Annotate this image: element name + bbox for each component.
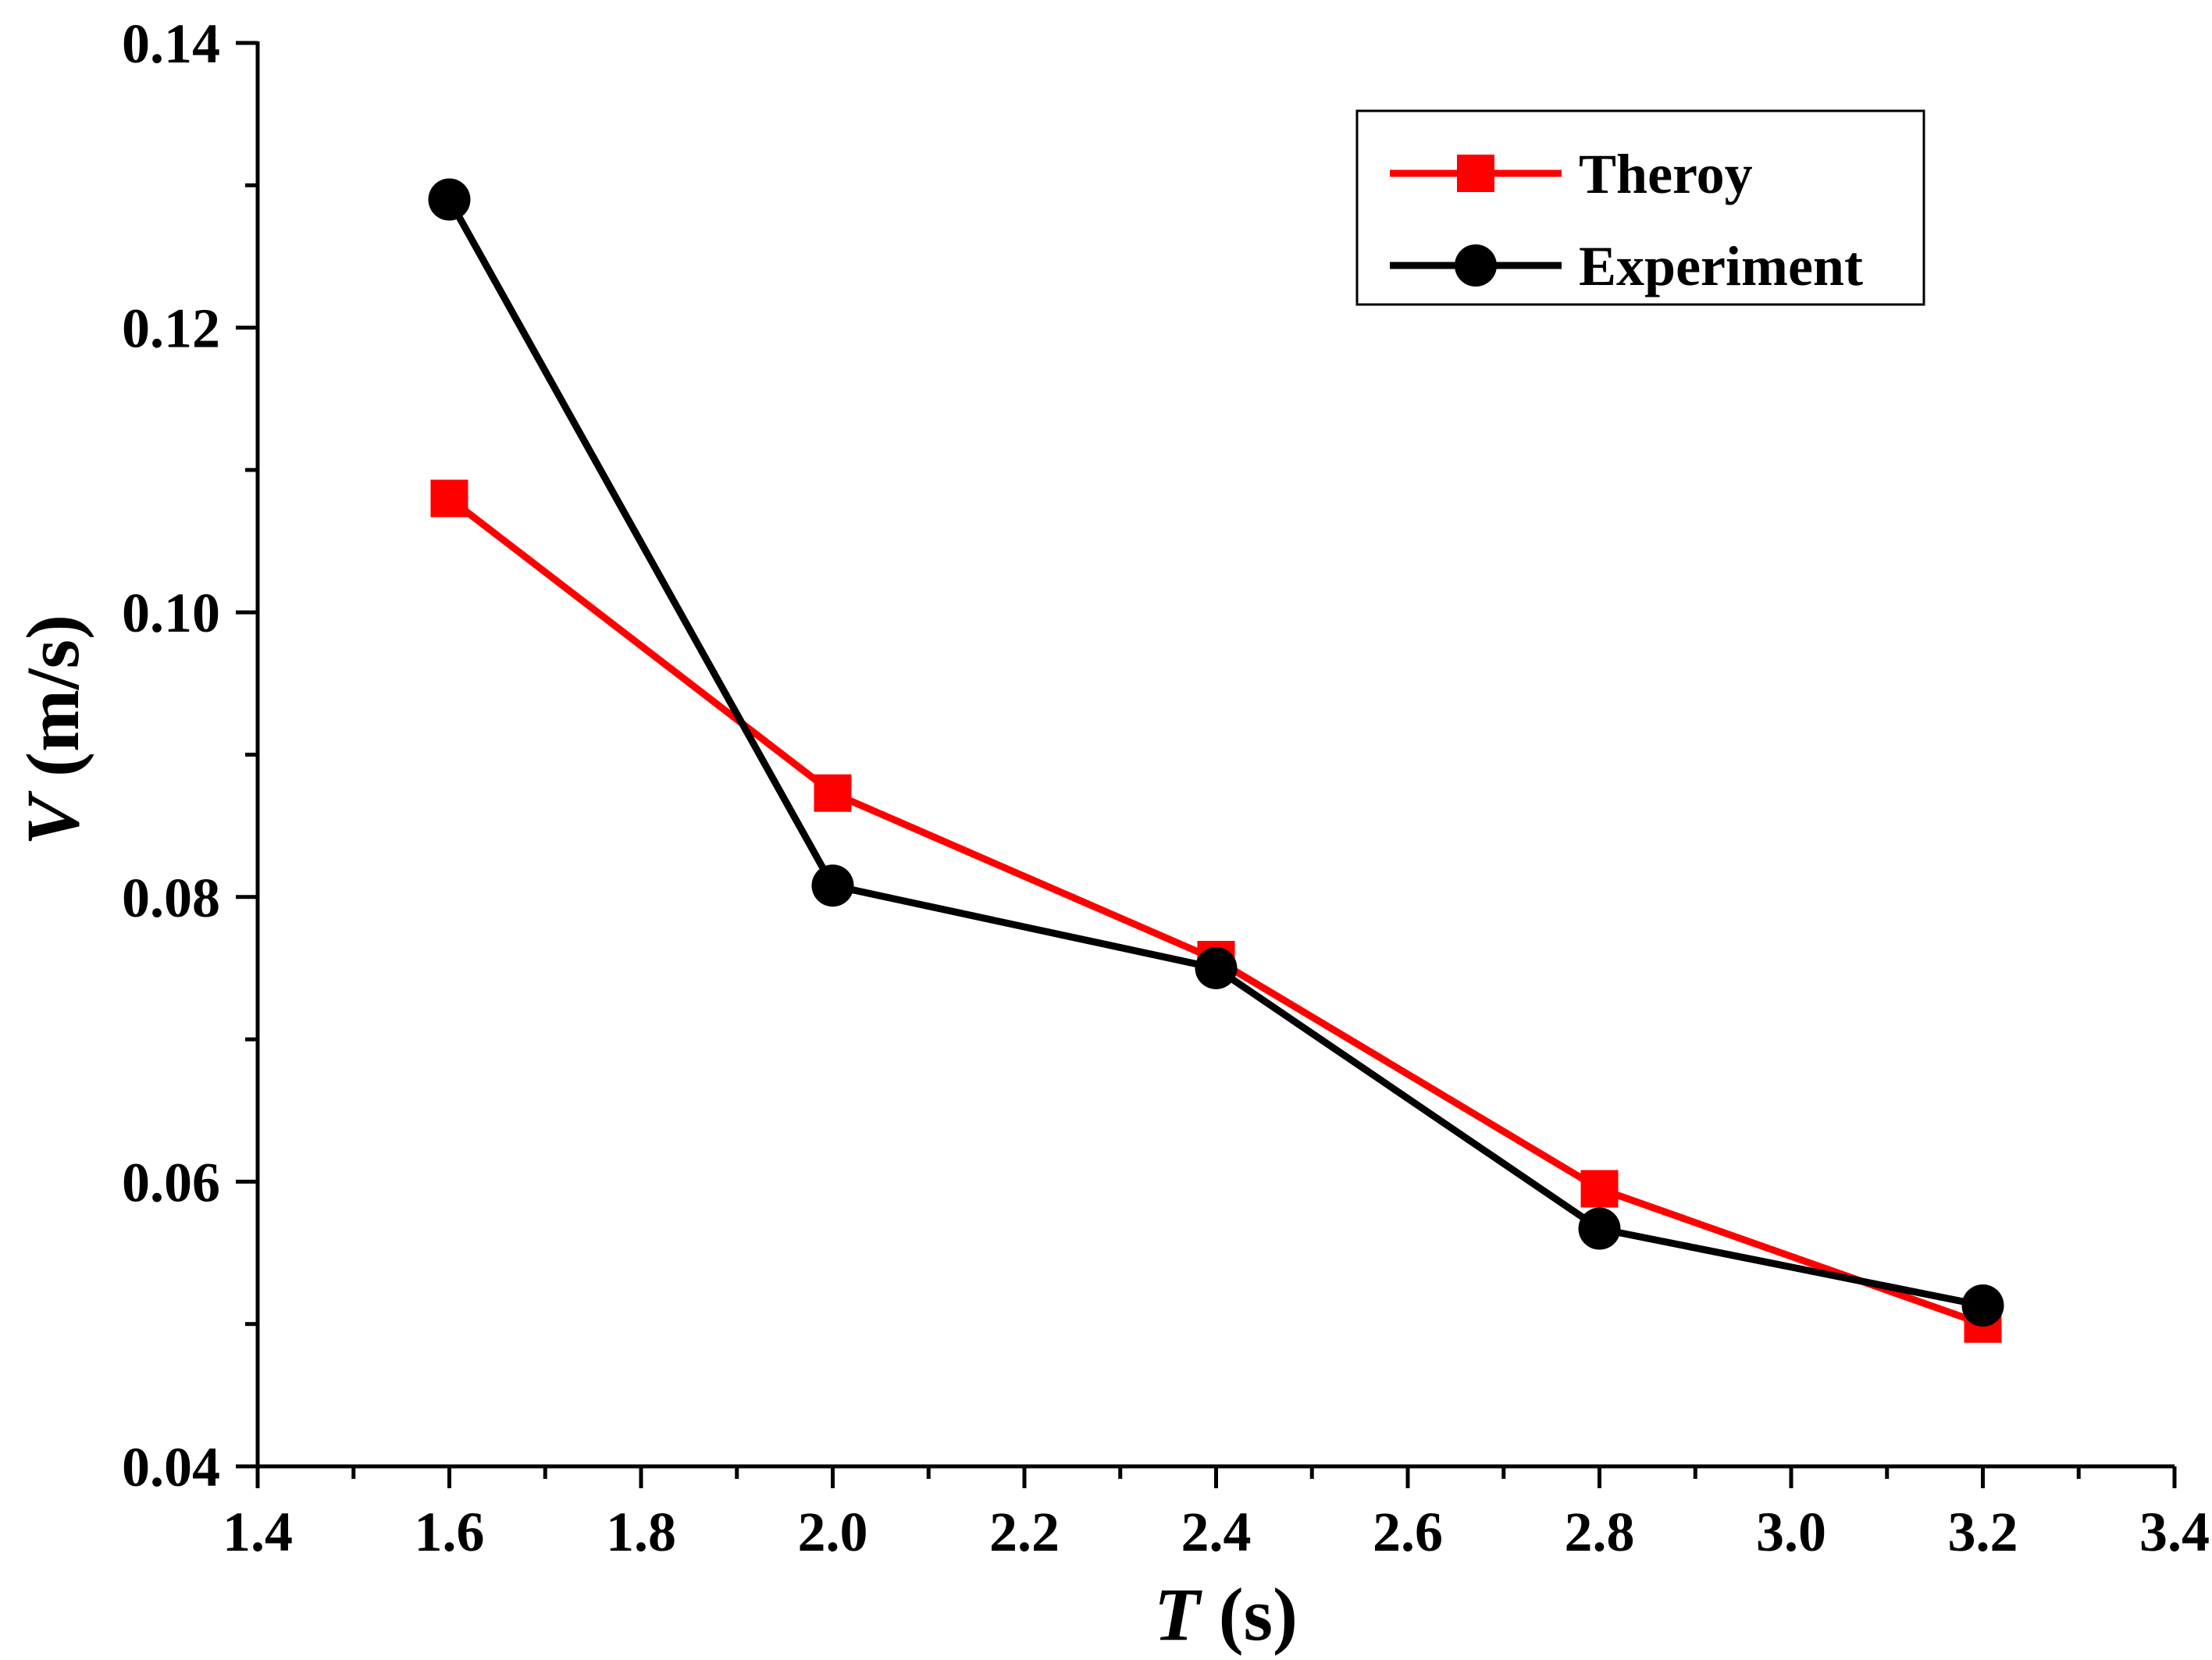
experiment-point xyxy=(1578,1207,1621,1250)
y-tick-label: 0.10 xyxy=(122,582,220,644)
legend-experiment-marker xyxy=(1455,244,1497,287)
experiment-point xyxy=(1195,946,1238,989)
experiment-point xyxy=(811,864,854,907)
experiment-point xyxy=(428,178,471,221)
x-tick-label: 2.8 xyxy=(1565,1501,1635,1563)
x-axis-ticks: 1.4 1.6 1.8 2.0 2.2 2.4 2.6 2.8 3.0 3.2 3.4 xyxy=(223,1466,2210,1563)
x-tick-label: 3.2 xyxy=(1948,1501,2018,1563)
x-tick-label: 1.4 xyxy=(223,1501,293,1563)
legend-theroy-marker xyxy=(1457,155,1494,192)
legend-theroy-label: Theroy xyxy=(1579,143,1753,205)
experiment-series-line xyxy=(446,198,1984,1309)
y-tick-label: 0.08 xyxy=(122,867,220,929)
x-tick-label: 3.0 xyxy=(1756,1501,1826,1563)
x-tick-label: 2.6 xyxy=(1373,1501,1443,1563)
experiment-point xyxy=(1961,1284,2004,1327)
theroy-series-line xyxy=(447,495,1984,1327)
x-tick-label: 2.4 xyxy=(1181,1501,1252,1563)
legend-box xyxy=(1355,109,1925,306)
theroy-point xyxy=(430,479,468,518)
legend-experiment-label: Experiment xyxy=(1579,235,1863,297)
x-tick-label: 2.0 xyxy=(798,1501,868,1563)
y-tick-label: 0.12 xyxy=(122,297,220,360)
y-tick-label: 0.04 xyxy=(122,1436,220,1498)
x-axis-title: T (s) xyxy=(1154,1573,1298,1656)
x-tick-label: 2.2 xyxy=(989,1501,1060,1563)
x-tick-label: 1.6 xyxy=(415,1501,485,1563)
legend: Theroy Experiment xyxy=(1355,109,1925,306)
y-axis-ticks: 0.04 0.06 0.08 0.10 0.12 0.14 xyxy=(122,12,258,1498)
x-tick-label: 1.8 xyxy=(606,1501,676,1563)
y-tick-label: 0.06 xyxy=(122,1151,220,1213)
y-axis-title: V (m/s) xyxy=(11,614,94,846)
theroy-point xyxy=(814,774,852,812)
data-series xyxy=(428,178,2004,1343)
theroy-point xyxy=(1580,1170,1619,1208)
y-tick-label: 0.14 xyxy=(122,12,220,75)
x-tick-label: 3.4 xyxy=(2139,1501,2210,1563)
